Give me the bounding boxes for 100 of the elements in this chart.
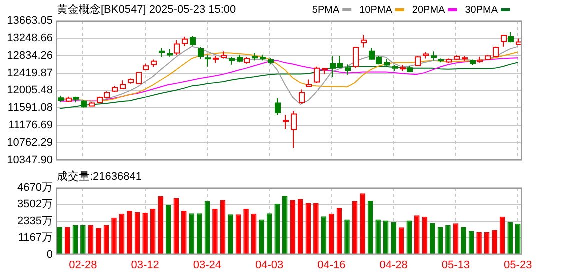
bar bbox=[212, 209, 218, 254]
x-tick-label: 04-03 bbox=[256, 259, 284, 272]
bar bbox=[236, 214, 242, 254]
bar bbox=[274, 204, 280, 254]
bar bbox=[266, 214, 272, 254]
bar bbox=[251, 214, 257, 254]
candlestick bbox=[205, 55, 211, 68]
bar bbox=[344, 220, 350, 254]
candlestick bbox=[136, 72, 142, 86]
y-tick-label: 4670万 bbox=[18, 182, 53, 194]
bar bbox=[398, 228, 404, 254]
bar bbox=[321, 216, 327, 254]
bar bbox=[306, 203, 312, 254]
y-tick-label: 3502万 bbox=[18, 198, 53, 211]
bar bbox=[189, 214, 195, 254]
y-tick-label: 13248.66 bbox=[7, 32, 53, 44]
bar bbox=[104, 225, 110, 254]
y-tick-label: 13663.05 bbox=[7, 15, 53, 28]
bar bbox=[298, 199, 304, 254]
candlestick bbox=[190, 36, 196, 46]
y-tick-label: 12419.87 bbox=[7, 67, 53, 80]
y-tick-label: 10347.90 bbox=[7, 154, 53, 166]
candlestick bbox=[501, 34, 507, 48]
bar bbox=[88, 225, 94, 254]
bar bbox=[112, 218, 117, 254]
y-tick-label: 11176.69 bbox=[8, 120, 53, 132]
bar bbox=[197, 214, 202, 254]
bar bbox=[174, 198, 180, 254]
bar bbox=[204, 201, 210, 254]
bar bbox=[500, 216, 506, 254]
candlestick bbox=[415, 56, 421, 67]
bar bbox=[391, 222, 396, 254]
x-tick-label: 04-28 bbox=[380, 259, 408, 272]
bar bbox=[446, 225, 451, 254]
bar bbox=[119, 214, 125, 254]
y-tick-label: 11591.08 bbox=[8, 102, 53, 114]
bar bbox=[65, 227, 70, 254]
x-tick-label: 02-28 bbox=[69, 259, 98, 272]
bar bbox=[476, 232, 482, 254]
legend-label: 5PMA bbox=[312, 4, 340, 16]
bar bbox=[134, 212, 140, 254]
legend-label: 10PMA bbox=[360, 4, 393, 16]
bar bbox=[360, 194, 366, 254]
bar bbox=[228, 214, 234, 254]
bar bbox=[453, 224, 459, 254]
bar bbox=[461, 227, 466, 254]
bar bbox=[492, 230, 498, 254]
bar bbox=[430, 223, 436, 254]
y-tick-label: 1167万 bbox=[18, 232, 53, 244]
candlestick bbox=[299, 89, 305, 104]
y-tick-label: 0 bbox=[46, 248, 53, 261]
candlestick bbox=[275, 98, 281, 116]
chart-title: 成交量:21636841 bbox=[57, 170, 142, 184]
candlestick bbox=[314, 66, 320, 84]
candlestick bbox=[283, 114, 289, 130]
x-tick-label: 05-23 bbox=[504, 259, 532, 272]
chart-title: 黄金概念[BK0547] 2025-05-23 15:00 bbox=[57, 3, 236, 16]
bar bbox=[282, 196, 288, 254]
candlestick bbox=[174, 40, 180, 56]
bar bbox=[336, 208, 342, 254]
y-tick-label: 2335万 bbox=[18, 215, 53, 228]
bar bbox=[96, 228, 102, 254]
bar bbox=[150, 209, 156, 254]
bar bbox=[352, 201, 358, 254]
x-tick-label: 03-12 bbox=[131, 259, 160, 272]
bar bbox=[142, 213, 148, 254]
legend-label: 20PMA bbox=[412, 4, 446, 16]
legend-label: 30PMA bbox=[465, 4, 498, 16]
bar bbox=[166, 205, 172, 254]
bar bbox=[290, 200, 296, 254]
y-tick-label: 10762.29 bbox=[7, 137, 53, 150]
y-tick-label: 12005.48 bbox=[7, 84, 53, 97]
x-tick-label: 04-16 bbox=[318, 259, 346, 272]
bar bbox=[329, 214, 334, 254]
candlestick bbox=[182, 36, 188, 47]
candlestick bbox=[159, 48, 165, 58]
bar bbox=[414, 216, 420, 254]
candlestick bbox=[345, 64, 351, 76]
bar bbox=[484, 232, 490, 254]
bar bbox=[220, 200, 226, 254]
bar bbox=[158, 196, 164, 254]
bar bbox=[259, 220, 264, 254]
x-tick-label: 05-13 bbox=[442, 259, 470, 272]
bar bbox=[57, 227, 63, 254]
bar bbox=[515, 224, 521, 254]
bar bbox=[438, 227, 444, 254]
bar bbox=[406, 220, 412, 254]
bar bbox=[508, 222, 513, 254]
bar bbox=[244, 209, 249, 254]
bar bbox=[80, 225, 86, 254]
candlestick bbox=[198, 46, 204, 60]
bar bbox=[314, 203, 319, 254]
x-tick-label: 03-24 bbox=[193, 259, 222, 272]
bar bbox=[468, 231, 474, 254]
candlestick bbox=[353, 46, 359, 69]
y-tick-label: 12834.26 bbox=[7, 50, 53, 62]
bar bbox=[422, 216, 428, 254]
bar bbox=[368, 201, 374, 254]
candlestick bbox=[291, 110, 297, 149]
bar bbox=[383, 220, 389, 254]
